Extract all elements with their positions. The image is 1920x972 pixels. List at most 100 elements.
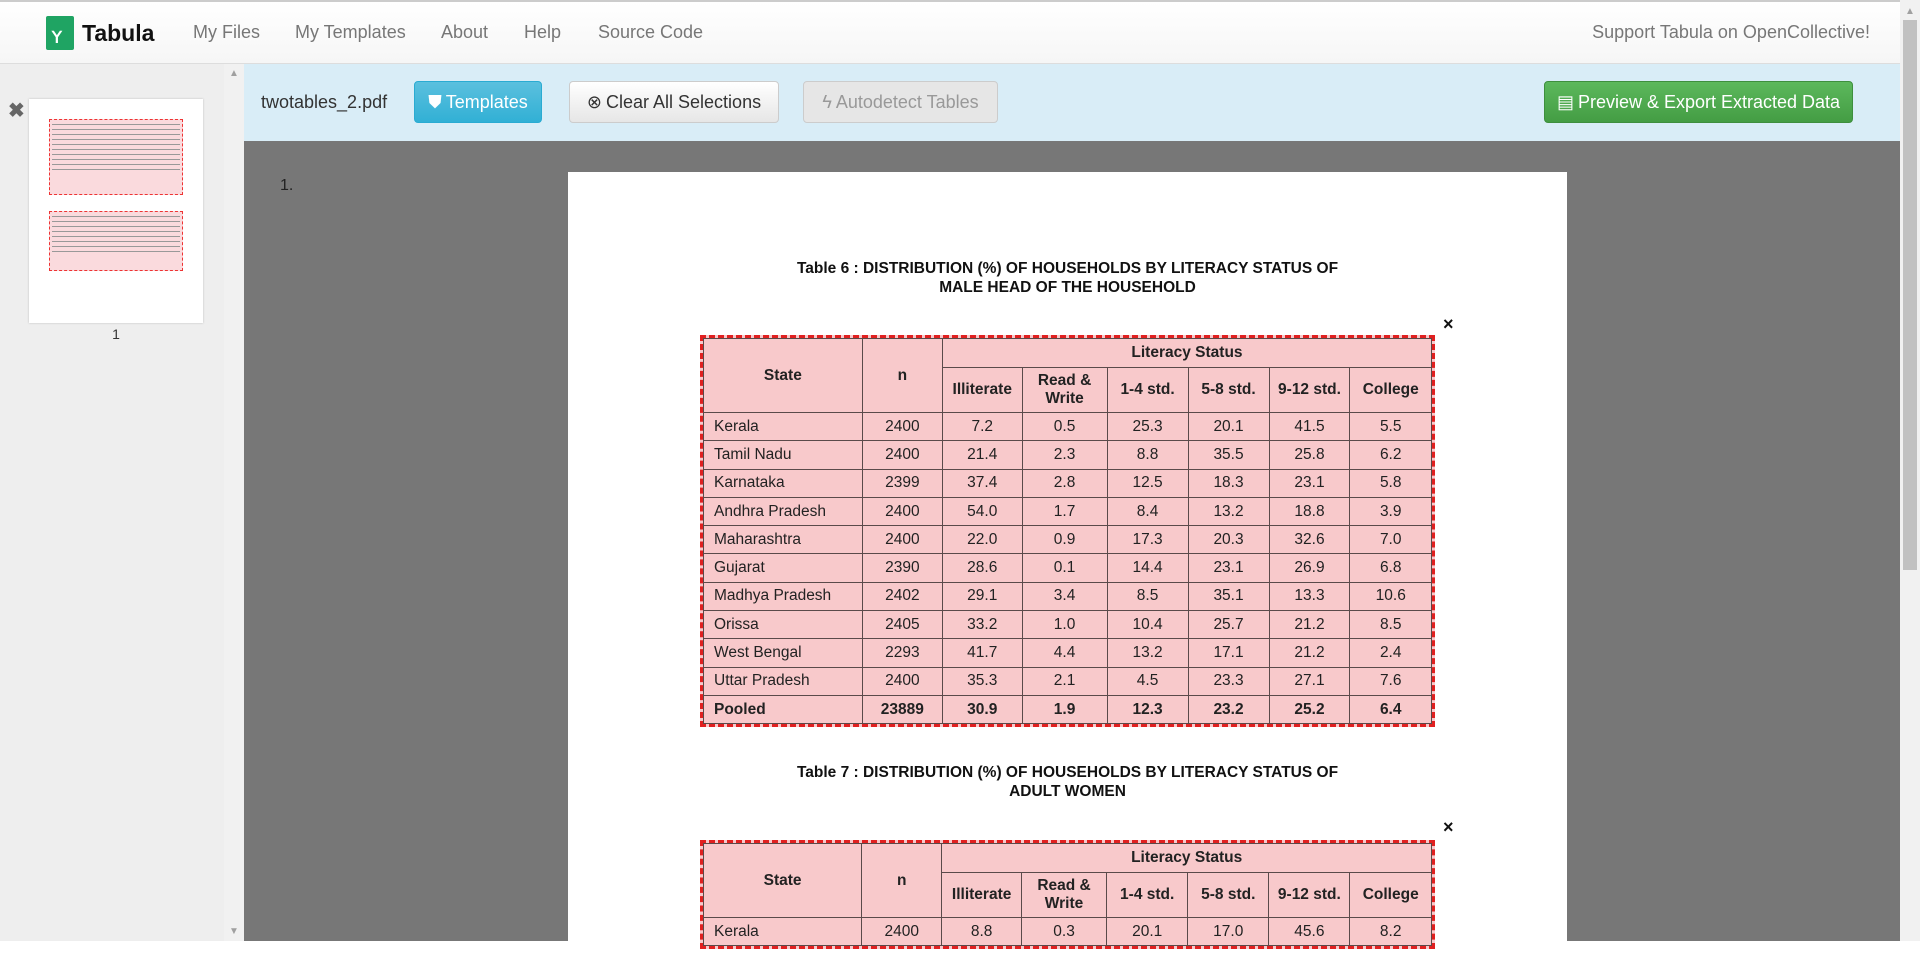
filename: twotables_2.pdf <box>261 92 388 112</box>
table-cell: Pooled <box>703 694 863 725</box>
nav-source-code[interactable]: Source Code <box>598 22 704 42</box>
title-line: MALE HEAD OF THE HOUSEHOLD <box>939 279 1196 296</box>
table-cell: Karnataka <box>703 468 863 498</box>
table-cell: 0.3 <box>1020 916 1108 947</box>
remove-selection-icon[interactable]: × <box>1443 314 1454 334</box>
table-cell: 6.4 <box>1349 694 1432 725</box>
table-cell: 35.1 <box>1187 581 1270 612</box>
table-cell: 33.2 <box>941 610 1023 640</box>
pdf-page[interactable]: Table 6 : DISTRIBUTION (%) OF HOUSEHOLDS… <box>568 172 1567 972</box>
table-cell: Madhya Pradesh <box>703 581 863 612</box>
page-scrollbar[interactable]: ▲ <box>1900 0 1920 941</box>
table-cell: Andhra Pradesh <box>703 496 863 527</box>
scrollbar-thumb[interactable] <box>1903 20 1917 570</box>
clear-label: Clear All Selections <box>606 91 762 112</box>
table-cell: 2400 <box>861 440 943 470</box>
table-cell: 2.1 <box>1021 666 1108 696</box>
table-row: Andhra Pradesh 2400 54.0 1.7 8.4 13.2 18.8 3.9 <box>703 496 1432 527</box>
table-cell: 13.2 <box>1187 496 1270 527</box>
header-state: State <box>703 338 863 413</box>
table-row: Maharashtra 2400 22.0 0.9 17.3 20.3 32.6 7.0 <box>703 525 1432 555</box>
close-icon[interactable]: ✖ <box>8 100 25 122</box>
table-cell: Tamil Nadu <box>703 440 863 470</box>
header-col: Read & Write <box>1021 367 1108 413</box>
table-cell: 2402 <box>861 581 943 612</box>
brand-name: Tabula <box>82 19 155 46</box>
scroll-down-icon[interactable]: ▼ <box>229 926 239 937</box>
table-cell: 37.4 <box>941 468 1023 498</box>
brand[interactable]: Tabula <box>46 16 154 50</box>
table-cell: 2400 <box>861 916 943 947</box>
templates-icon: ⛊ <box>428 91 442 112</box>
table-cell: Kerala <box>703 411 863 442</box>
table-cell: 2400 <box>861 525 943 555</box>
table-cell: 22.0 <box>941 525 1023 555</box>
table-cell: 8.8 <box>1106 440 1189 470</box>
table-cell: 41.5 <box>1268 411 1351 442</box>
table-cell: Uttar Pradesh <box>703 666 863 696</box>
table-cell: 20.3 <box>1187 525 1270 555</box>
table-cell: 1.9 <box>1021 694 1108 725</box>
nav-about[interactable]: About <box>441 22 489 42</box>
autodetect-tables-button[interactable]: ϟ Autodetect Tables <box>803 81 998 123</box>
table-cell: 7.2 <box>941 411 1023 442</box>
table-row: Orissa 2405 33.2 1.0 10.4 25.7 21.2 8.5 <box>703 610 1432 640</box>
table-cell: 2400 <box>861 666 943 696</box>
table6-selection[interactable]: State n Literacy Status Illiterate Read & Wr… <box>700 335 1435 728</box>
header-col: Illiterate <box>941 872 1022 918</box>
table-row: Gujarat 2390 28.6 0.1 14.4 23.1 26.9 6.8 <box>703 553 1432 583</box>
sidebar-scrollbar[interactable]: ▲ ▼ <box>224 64 244 941</box>
table-cell: 0.5 <box>1021 411 1108 442</box>
header-col: 9-12 std. <box>1268 872 1351 918</box>
table-cell: 2.4 <box>1349 638 1432 668</box>
thumbnail-selection <box>49 211 183 271</box>
table-cell: 29.1 <box>941 581 1023 612</box>
thumbnail-page-number: 1 <box>112 326 120 342</box>
table-cell: 21.2 <box>1268 610 1351 640</box>
table-cell: 2293 <box>861 638 943 668</box>
table-cell: 21.2 <box>1268 638 1351 668</box>
table-cell: 23.1 <box>1268 468 1351 498</box>
nav-my-templates[interactable]: My Templates <box>295 22 406 42</box>
table-cell: 23.2 <box>1187 694 1270 725</box>
title-line: ADULT WOMEN <box>1009 783 1126 800</box>
table-cell: 5.5 <box>1349 411 1432 442</box>
table-row: Uttar Pradesh 2400 35.3 2.1 4.5 23.3 27.1 7.6 <box>703 666 1432 696</box>
table-row: Kerala 2400 8.8 0.3 20.1 17.0 45.6 8.2 <box>702 916 1432 947</box>
table-cell: 8.4 <box>1106 496 1189 527</box>
templates-button[interactable]: ⛊ Templates <box>414 81 542 123</box>
table-cell: 10.6 <box>1349 581 1432 612</box>
table-cell: 25.8 <box>1268 440 1351 470</box>
nav-help[interactable]: Help <box>524 22 562 42</box>
table7: State n Literacy Status Illiterate Read & Wr… <box>702 843 1432 947</box>
table-cell: Gujarat <box>703 553 863 583</box>
scroll-up-icon[interactable]: ▲ <box>229 68 239 79</box>
table-cell: West Bengal <box>703 638 863 668</box>
scroll-up-icon[interactable]: ▲ <box>1905 6 1915 17</box>
header-literacy-status: Literacy Status <box>941 338 1433 368</box>
table7-selection[interactable]: State n Literacy Status Illiterate Read & Wr… <box>700 840 1435 950</box>
table-cell: 4.4 <box>1021 638 1108 668</box>
header-col: 1-4 std. <box>1106 367 1189 413</box>
nav-my-files[interactable]: My Files <box>193 22 260 42</box>
table-cell: 6.2 <box>1349 440 1432 470</box>
page-thumbnail[interactable] <box>29 99 203 323</box>
clear-all-selections-button[interactable]: ⊗ Clear All Selections <box>569 81 779 123</box>
table-cell: 35.5 <box>1187 440 1270 470</box>
support-link[interactable]: Support Tabula on OpenCollective! <box>1592 22 1870 42</box>
table-cell: 4.5 <box>1106 666 1189 696</box>
table-cell: 35.3 <box>941 666 1023 696</box>
table-row: West Bengal 2293 41.7 4.4 13.2 17.1 21.2 2.4 <box>703 638 1432 668</box>
table-cell: 1.7 <box>1021 496 1108 527</box>
autodetect-label: Autodetect Tables <box>835 91 979 112</box>
table-cell: 12.5 <box>1106 468 1189 498</box>
table-cell: 21.4 <box>941 440 1023 470</box>
remove-selection-icon[interactable]: × <box>1443 817 1454 837</box>
remove-circle-icon: ⊗ <box>586 91 602 112</box>
toolbar: twotables_2.pdf ⛊ Templates ⊗ Clear All Se… <box>244 64 1900 141</box>
table-cell: 13.3 <box>1268 581 1351 612</box>
table-cell: 0.1 <box>1021 553 1108 583</box>
preview-export-button[interactable]: ▤ Preview & Export Extracted Data <box>1544 81 1853 123</box>
table-cell: 6.8 <box>1349 553 1432 583</box>
table-cell: 7.6 <box>1349 666 1432 696</box>
